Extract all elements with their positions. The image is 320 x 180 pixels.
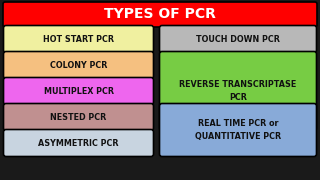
Text: HOT START PCR: HOT START PCR bbox=[43, 35, 114, 44]
Text: TYPES OF PCR: TYPES OF PCR bbox=[104, 8, 216, 21]
Text: NESTED PCR: NESTED PCR bbox=[50, 112, 107, 122]
Text: COLONY PCR: COLONY PCR bbox=[50, 60, 107, 69]
FancyBboxPatch shape bbox=[4, 103, 154, 130]
FancyBboxPatch shape bbox=[4, 26, 154, 53]
FancyBboxPatch shape bbox=[3, 2, 317, 27]
Text: TOUCH DOWN PCR: TOUCH DOWN PCR bbox=[196, 35, 280, 44]
Text: REAL TIME PCR or
QUANTITATIVE PCR: REAL TIME PCR or QUANTITATIVE PCR bbox=[195, 119, 281, 141]
Text: ASYMMETRIC PCR: ASYMMETRIC PCR bbox=[38, 138, 119, 147]
FancyBboxPatch shape bbox=[4, 78, 154, 105]
Text: REVERSE TRANSCRIPTASE
PCR: REVERSE TRANSCRIPTASE PCR bbox=[180, 80, 297, 102]
FancyBboxPatch shape bbox=[159, 26, 316, 53]
FancyBboxPatch shape bbox=[4, 129, 154, 156]
FancyBboxPatch shape bbox=[159, 103, 316, 156]
FancyBboxPatch shape bbox=[4, 51, 154, 78]
Text: MULTIPLEX PCR: MULTIPLEX PCR bbox=[44, 87, 114, 96]
FancyBboxPatch shape bbox=[159, 51, 316, 130]
